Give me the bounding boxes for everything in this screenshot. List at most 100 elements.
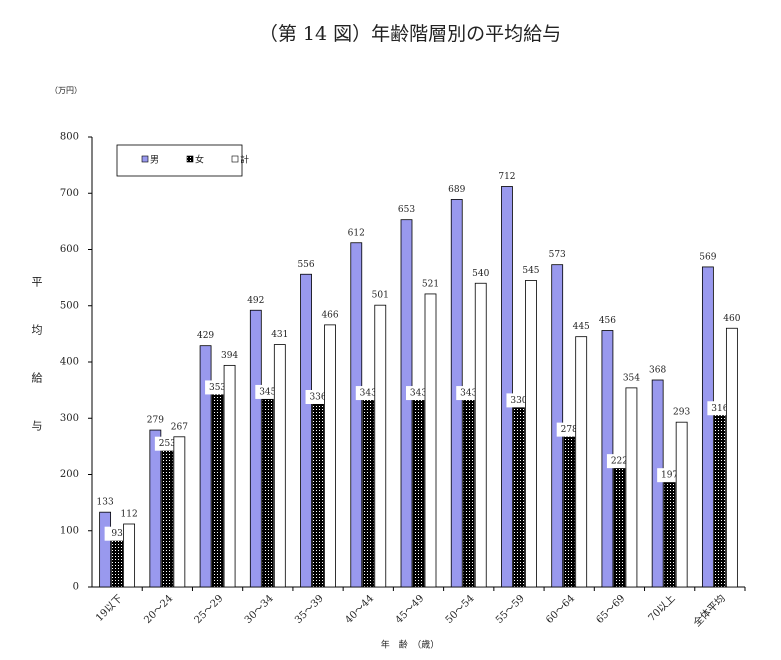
bar xyxy=(350,242,363,588)
data-label: 556 xyxy=(297,260,314,270)
legend-label: 女 xyxy=(195,154,204,166)
bar xyxy=(161,444,174,588)
bar xyxy=(312,397,324,588)
x-tick-label: 55～59 xyxy=(494,593,527,626)
bar xyxy=(474,282,487,588)
data-label: 501 xyxy=(372,291,389,301)
data-label: 492 xyxy=(247,296,264,306)
data-label: 343 xyxy=(460,389,477,399)
bar xyxy=(501,186,513,588)
data-label: 279 xyxy=(147,416,164,426)
data-label: 689 xyxy=(448,185,465,195)
x-tick-label: 50～54 xyxy=(444,593,477,626)
x-tick-label: 全体平均 xyxy=(690,592,727,629)
bar xyxy=(123,523,136,588)
legend-label: 男 xyxy=(150,155,159,166)
data-label: 612 xyxy=(348,228,365,238)
y-axis-label: 平均給与 xyxy=(30,276,43,468)
bar xyxy=(199,345,212,588)
bar xyxy=(324,324,336,588)
bar xyxy=(173,436,186,588)
bar xyxy=(462,393,475,588)
bar xyxy=(273,344,286,588)
data-label: 368 xyxy=(649,366,666,376)
data-label: 316 xyxy=(711,404,728,414)
bar xyxy=(211,388,224,588)
data-label: 197 xyxy=(661,471,678,481)
y-tick-label: 200 xyxy=(60,469,79,480)
data-label: 343 xyxy=(360,389,377,399)
legend-swatch xyxy=(141,155,149,163)
data-label: 394 xyxy=(221,351,238,361)
bar xyxy=(613,461,626,588)
y-tick-label: 300 xyxy=(60,413,79,424)
data-label: 343 xyxy=(410,389,427,399)
bar xyxy=(625,387,638,588)
chart-title: （第 14 図）年齢階層別の平均給与 xyxy=(259,23,561,45)
bar xyxy=(111,534,124,588)
data-label: 712 xyxy=(498,172,515,182)
bar xyxy=(663,475,676,588)
data-label: 345 xyxy=(259,387,276,397)
y-tick-label: 500 xyxy=(60,300,79,311)
bar xyxy=(701,266,714,588)
data-label: 222 xyxy=(611,457,628,467)
data-label: 573 xyxy=(549,250,566,260)
y-unit: （万円） xyxy=(50,86,82,95)
x-axis-label: 年 齢 （歳） xyxy=(381,639,440,651)
bar xyxy=(223,364,236,588)
bar xyxy=(149,429,162,588)
data-label: 460 xyxy=(723,314,740,324)
x-tick-label: 19以下 xyxy=(94,593,125,624)
bar xyxy=(725,327,738,588)
x-tick-label: 20～24 xyxy=(142,593,175,626)
y-tick-label: 600 xyxy=(60,244,79,255)
data-label: 445 xyxy=(573,322,590,332)
data-label: 93 xyxy=(111,529,123,539)
legend-swatch xyxy=(231,155,239,163)
x-tick-label: 45～49 xyxy=(394,593,427,626)
data-label: 569 xyxy=(699,252,716,262)
data-label: 466 xyxy=(321,310,338,320)
data-label: 354 xyxy=(623,373,640,383)
data-label: 521 xyxy=(422,279,439,289)
data-label: 353 xyxy=(209,383,226,393)
data-label: 429 xyxy=(197,331,214,341)
bar xyxy=(675,421,688,588)
data-label: 336 xyxy=(309,393,326,403)
data-label: 278 xyxy=(561,425,578,435)
bar xyxy=(651,379,664,588)
bar xyxy=(261,392,274,588)
bar xyxy=(424,293,437,588)
bar xyxy=(300,273,312,588)
data-label: 653 xyxy=(398,205,415,215)
bar xyxy=(525,280,537,588)
legend-label: 計 xyxy=(240,154,249,166)
data-label: 267 xyxy=(171,422,188,432)
data-label: 540 xyxy=(472,269,489,279)
data-label: 330 xyxy=(510,396,527,406)
x-tick-label: 25～29 xyxy=(193,593,226,626)
bar xyxy=(249,309,262,588)
legend-box xyxy=(116,144,243,177)
x-tick-label: 30～34 xyxy=(243,593,276,626)
bar xyxy=(563,430,576,588)
data-label: 456 xyxy=(599,316,616,326)
data-label: 253 xyxy=(159,439,176,449)
x-tick-label: 65～69 xyxy=(594,593,627,626)
bar xyxy=(362,393,375,588)
bar xyxy=(400,219,413,588)
legend-swatch xyxy=(186,155,194,163)
data-label: 431 xyxy=(271,330,288,340)
bar xyxy=(575,336,588,588)
data-label: 293 xyxy=(673,408,690,418)
bar xyxy=(99,511,112,588)
y-tick-label: 400 xyxy=(60,357,79,368)
y-tick-label: 800 xyxy=(60,132,79,143)
bar xyxy=(713,408,726,588)
y-tick-label: 100 xyxy=(60,525,79,536)
data-label: 112 xyxy=(121,510,138,520)
x-tick-label: 60～64 xyxy=(544,593,577,626)
bar xyxy=(412,393,425,588)
